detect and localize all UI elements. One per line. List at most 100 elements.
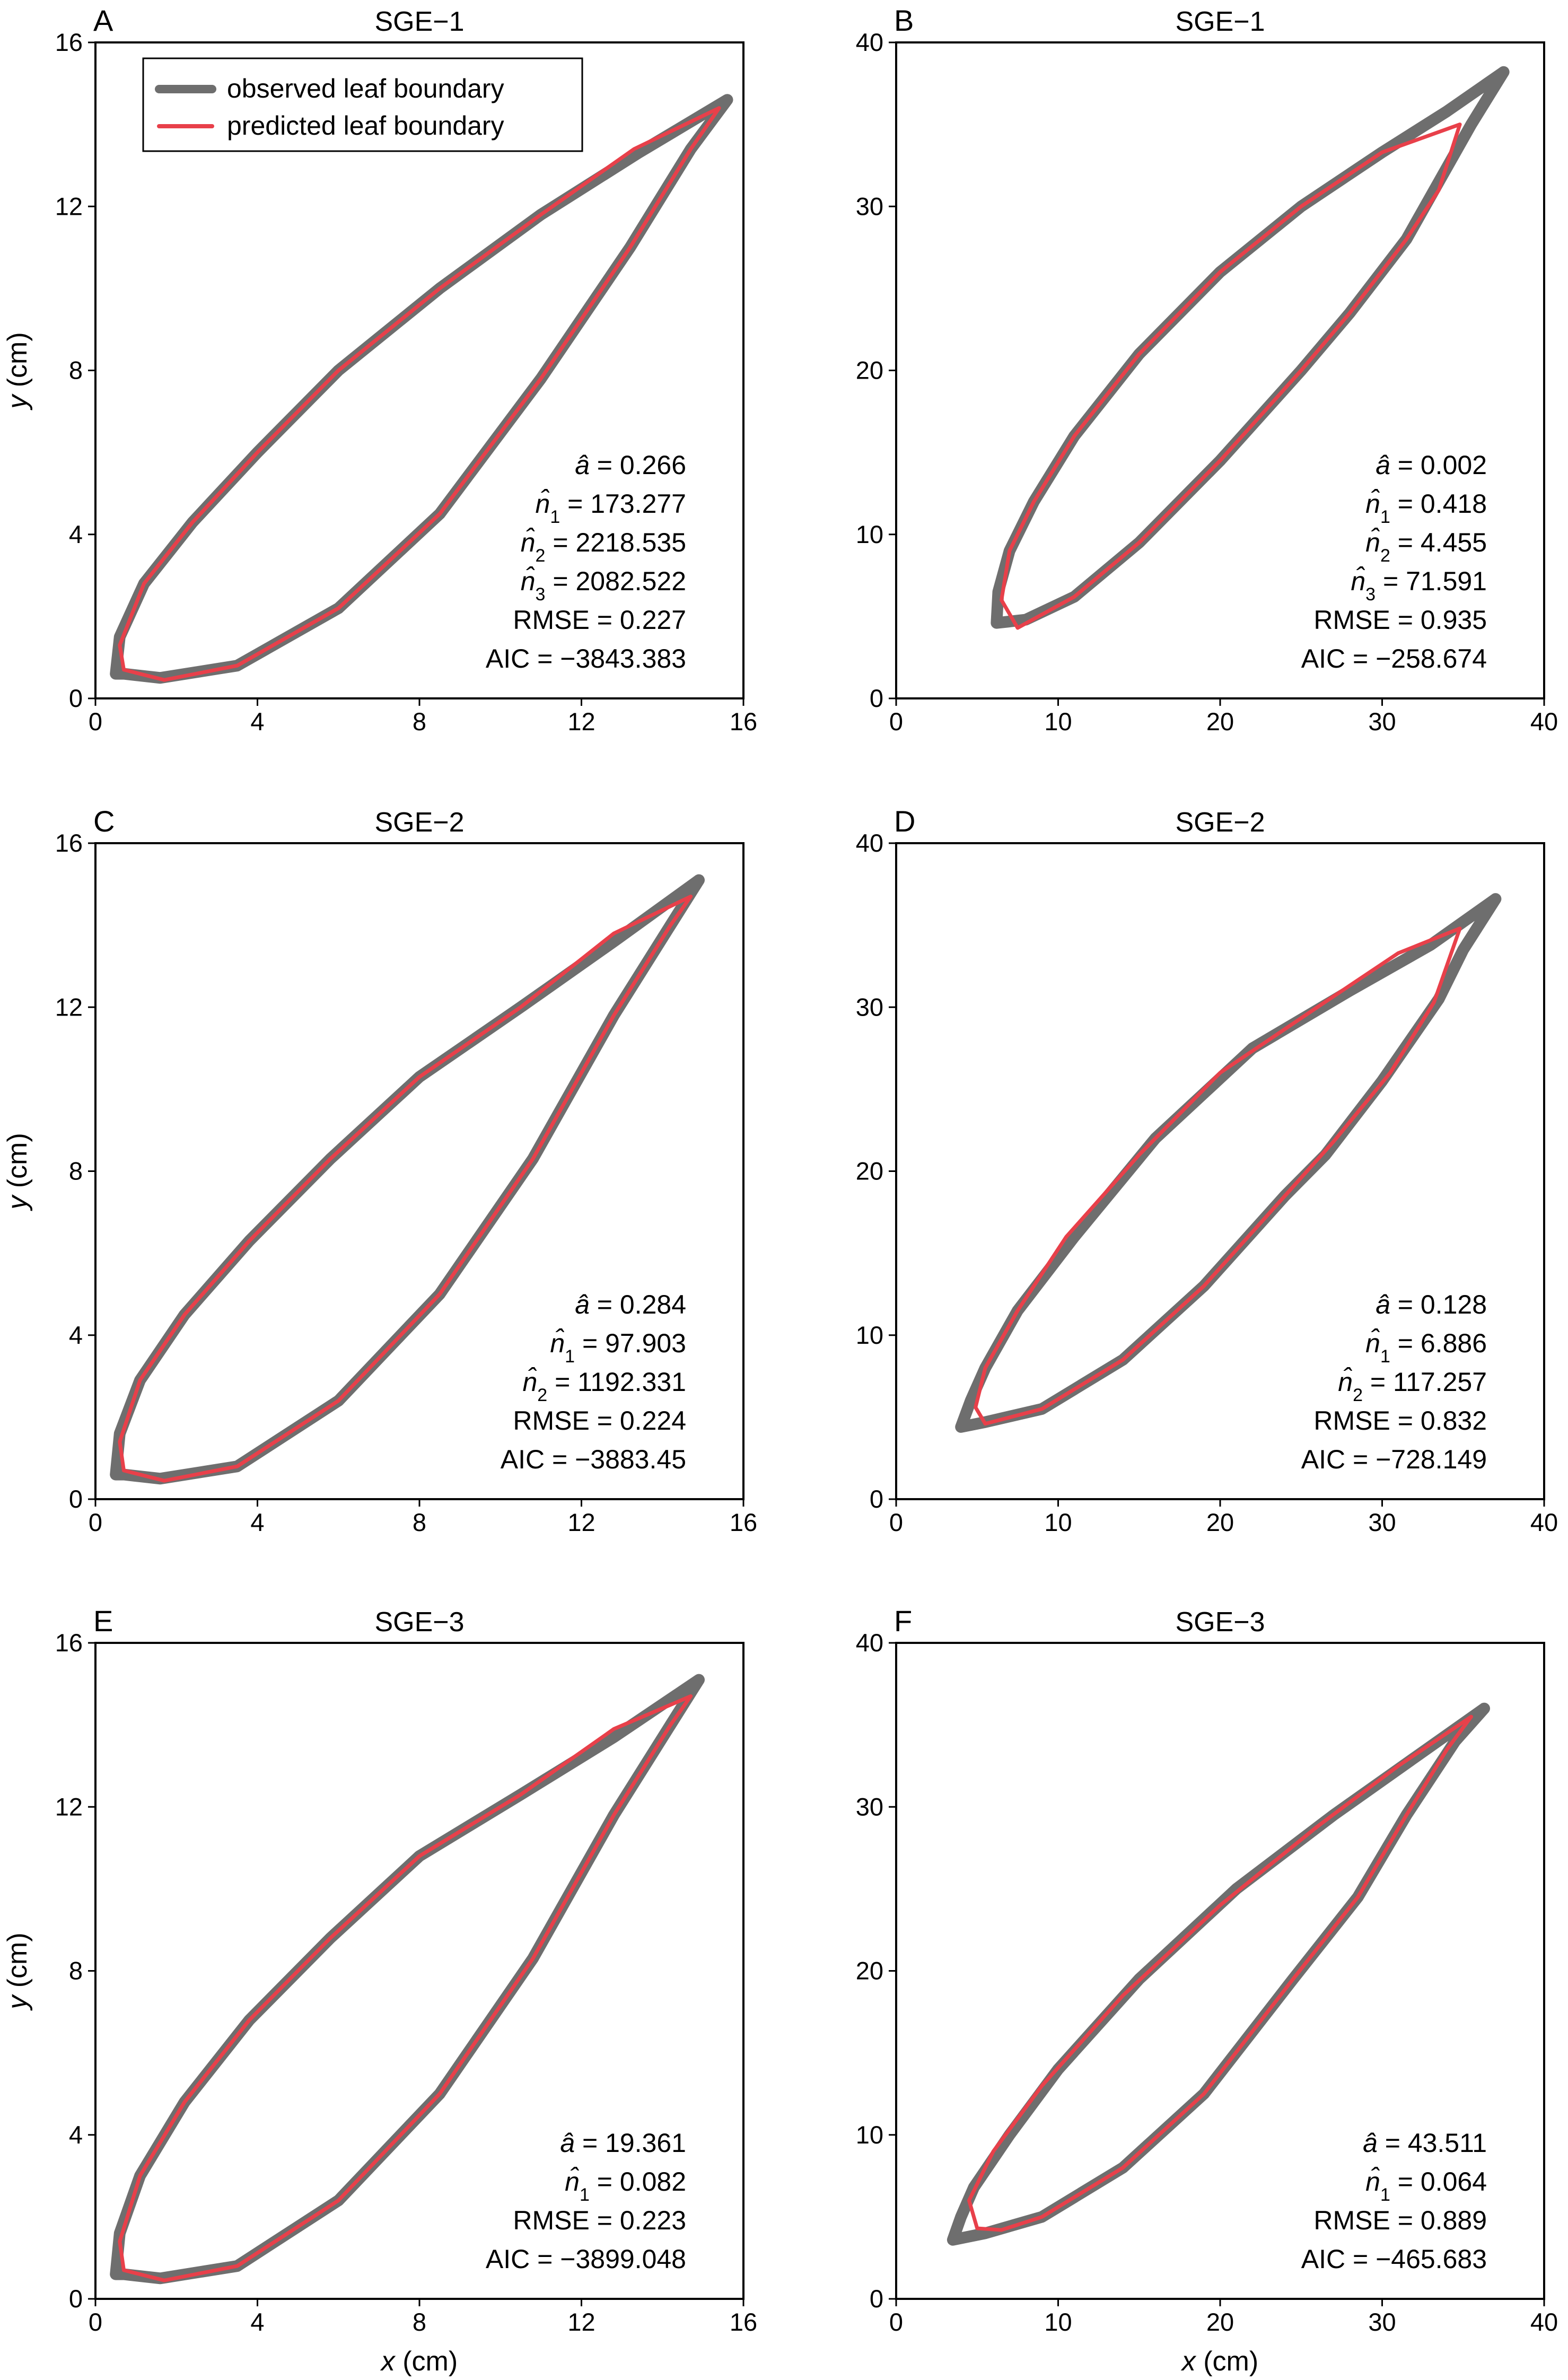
y-tick-label: 0 — [69, 1485, 83, 1513]
annotation-equals: = — [575, 2128, 605, 2158]
annotation-subscript: 2 — [536, 546, 546, 566]
x-tick-label: 10 — [1044, 707, 1072, 736]
y-tick-label: 40 — [856, 1629, 883, 1657]
annotation-value: 0.224 — [620, 1406, 686, 1436]
y-tick-label: 10 — [856, 2121, 883, 2149]
x-tick-label: 16 — [730, 2308, 757, 2336]
annotation-equals: = — [590, 2167, 620, 2197]
annotation-text: n̂1 = 0.082 — [565, 2167, 686, 2205]
annotation-subscript: 1 — [565, 1346, 575, 1367]
annotation-equals: = — [1390, 528, 1421, 557]
annotation-text: AIC = −258.674 — [1301, 644, 1487, 673]
annotation-symbol: â — [575, 1290, 590, 1319]
x-tick-label: 16 — [730, 707, 757, 736]
x-tick-label: 8 — [413, 707, 426, 736]
annotation-value: 6.886 — [1421, 1328, 1487, 1358]
x-tick-label: 10 — [1044, 1508, 1072, 1536]
y-tick-label: 30 — [856, 993, 883, 1021]
y-axis-label-var: y — [2, 1994, 33, 2011]
annotation-text: RMSE = 0.227 — [513, 605, 686, 635]
annotation-equals: = — [545, 528, 575, 557]
y-tick-label: 4 — [69, 1321, 83, 1349]
annotation-value: 0.082 — [620, 2167, 686, 2197]
y-tick-label: 20 — [856, 356, 883, 384]
y-axis-label: y (cm) — [2, 1932, 33, 2010]
annotation-text: â = 0.284 — [575, 1290, 686, 1319]
annotation-text: RMSE = 0.935 — [1313, 605, 1487, 635]
annotation-symbol: â — [560, 2128, 575, 2158]
annotation-value: 0.223 — [620, 2206, 686, 2235]
y-tick-label: 30 — [856, 1792, 883, 1821]
annotation-text: n̂1 = 97.903 — [550, 1328, 686, 1367]
annotation-subscript: 2 — [1353, 1385, 1363, 1405]
annotation-symbol: AIC = — [1301, 644, 1376, 673]
annotation-symbol: RMSE = — [1313, 1406, 1420, 1436]
y-tick-label: 12 — [55, 192, 83, 220]
x-axis-label-var: x — [380, 2346, 396, 2377]
annotation-text: n̂1 = 0.418 — [1365, 489, 1487, 527]
annotation-text: AIC = −728.149 — [1301, 1445, 1487, 1474]
annotation-text: â = 0.266 — [575, 450, 686, 480]
x-tick-label: 4 — [250, 2308, 264, 2336]
annotation-symbol: n̂ — [521, 566, 536, 596]
annotation-text: RMSE = 0.832 — [1313, 1406, 1487, 1436]
annotation-symbol: n̂ — [550, 1328, 565, 1358]
x-tick-label: 40 — [1530, 2308, 1558, 2336]
annotation-text: â = 19.361 — [560, 2128, 686, 2158]
x-tick-label: 4 — [250, 1508, 264, 1536]
annotation-symbol: n̂ — [1365, 528, 1380, 557]
x-tick-label: 0 — [89, 2308, 102, 2336]
y-tick-label: 4 — [69, 520, 83, 548]
panel-letter: E — [93, 1604, 113, 1638]
annotation-equals: = — [1390, 450, 1421, 480]
x-tick-label: 0 — [889, 1508, 903, 1536]
annotation-value: 2082.522 — [575, 566, 686, 596]
predicted-leaf-boundary-line — [118, 895, 693, 1483]
x-tick-label: 30 — [1368, 2308, 1396, 2336]
y-tick-label: 8 — [69, 356, 83, 384]
annotation-value: 0.889 — [1421, 2206, 1487, 2235]
annotation-text: AIC = −3899.048 — [486, 2244, 686, 2274]
y-tick-label: 20 — [856, 1157, 883, 1185]
annotation-text: n̂1 = 0.064 — [1365, 2167, 1487, 2205]
annotation-value: 0.935 — [1421, 605, 1487, 635]
panel-d: 0 10 20 30 40 0 10 20 30 40 SGE−2 Dâ = 0.128 n̂1 = … — [856, 804, 1558, 1536]
panel-letter: A — [93, 4, 113, 37]
annotation-subscript: 1 — [1380, 2185, 1390, 2205]
predicted-leaf-boundary-line — [974, 926, 1462, 1426]
x-tick-label: 12 — [567, 707, 595, 736]
plot-area — [110, 874, 705, 1485]
annotation-equals: = — [547, 1367, 577, 1397]
annotation-symbol: n̂ — [1351, 566, 1365, 596]
y-tick-label: 40 — [856, 829, 883, 857]
annotation-equals: = — [590, 450, 620, 480]
plot-area — [110, 94, 733, 684]
chart-title: SGE−1 — [1175, 6, 1265, 37]
annotation-symbol: AIC = — [486, 644, 560, 673]
legend-predicted-label: predicted leaf boundary — [227, 111, 504, 141]
annotation-symbol: â — [575, 450, 590, 480]
annotation-symbol: AIC = — [501, 1445, 575, 1474]
annotation-value: −258.674 — [1376, 644, 1487, 673]
plot-area — [110, 1674, 705, 2285]
annotation-value: 0.227 — [620, 605, 686, 635]
annotation-value: 0.418 — [1421, 489, 1487, 519]
x-tick-label: 0 — [89, 707, 102, 736]
legend: observed leaf boundary predicted leaf bou… — [142, 57, 583, 152]
y-tick-label: 16 — [55, 829, 83, 857]
annotation-value: 0.002 — [1421, 450, 1487, 480]
annotation-value: 0.128 — [1421, 1290, 1487, 1319]
x-tick-label: 12 — [567, 2308, 595, 2336]
annotation-symbol: n̂ — [1338, 1367, 1353, 1397]
annotation-symbol: RMSE = — [513, 2206, 619, 2235]
annotation-text: RMSE = 0.224 — [513, 1406, 686, 1436]
annotation-symbol: n̂ — [521, 528, 536, 557]
y-tick-label: 4 — [69, 2121, 83, 2149]
y-tick-label: 0 — [870, 684, 883, 712]
panel-letter: B — [894, 4, 914, 37]
annotation-symbol: AIC = — [1301, 2244, 1376, 2274]
annotation-value: 0.266 — [620, 450, 686, 480]
annotation-value: −728.149 — [1376, 1445, 1487, 1474]
